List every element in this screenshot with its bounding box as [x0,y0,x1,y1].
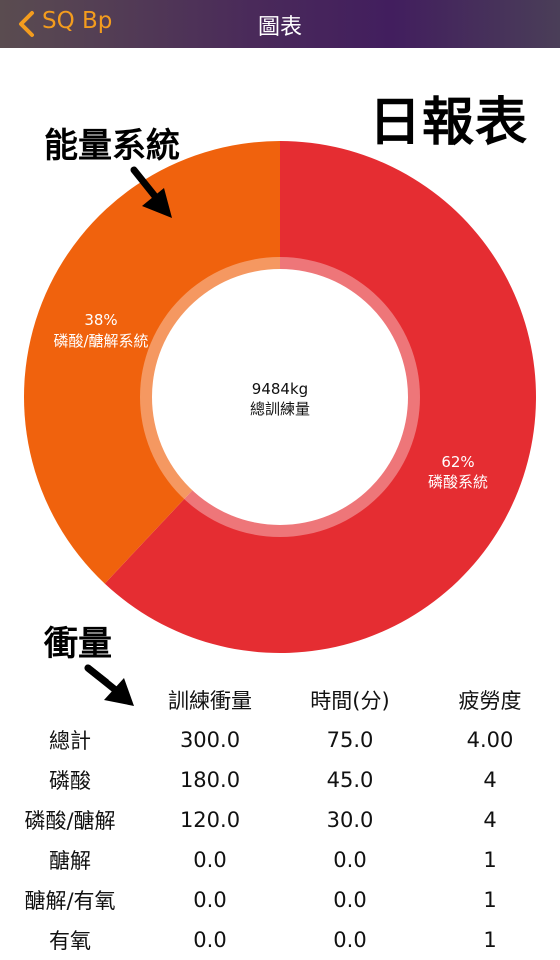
row-label: 醣解/有氧 [24,889,116,913]
row-fatigue: 4 [483,768,497,792]
row-volume: 0.0 [193,928,227,952]
donut-chart: 9484kg 總訓練量 62% 磷酸系統 38% 磷酸/醣解系統 [24,141,536,680]
segment-phosphate-glycolysis-percent: 38% [84,311,117,329]
navigation-bar: SQ Bp 圖表 [0,0,560,48]
segment-phosphate-glycolysis-name: 磷酸/醣解系統 [53,332,148,350]
row-label: 磷酸 [49,769,91,793]
row-time: 30.0 [326,808,374,832]
row-time: 0.0 [333,888,367,912]
donut-center-label: 總訓練量 [250,400,310,418]
table-header-row: 訓練衝量 時間(分) 疲勞度 [0,680,560,720]
row-fatigue: 1 [483,848,497,872]
row-time: 45.0 [326,768,374,792]
row-label: 總計 [49,729,91,753]
table-row: 醣解/有氧 0.0 0.0 1 [0,880,560,920]
table-header-volume: 訓練衝量 [168,689,252,713]
row-volume: 120.0 [179,808,241,832]
stats-table: 訓練衝量 時間(分) 疲勞度 總計 300.0 75.0 4.00 磷酸 180… [0,680,560,960]
row-volume: 300.0 [179,728,241,752]
back-chevron-icon[interactable] [14,10,40,38]
row-fatigue: 1 [483,888,497,912]
table-header-time: 時間(分) [310,689,390,713]
table-row: 醣解 0.0 0.0 1 [0,840,560,880]
energy-system-annotation: 能量系統 [44,126,180,166]
donut-center-value: 9484kg [252,380,308,398]
table-header-fatigue: 疲勞度 [458,689,522,713]
volume-annotation: 衝量 [44,624,112,664]
table-row: 總計 300.0 75.0 4.00 [0,720,560,760]
row-label: 醣解 [49,849,91,873]
segment-phosphate-name: 磷酸系統 [428,473,488,491]
segment-phosphate-percent: 62% [441,453,474,471]
row-time: 0.0 [333,848,367,872]
table-row: 磷酸/醣解 120.0 30.0 4 [0,800,560,840]
row-time: 0.0 [333,928,367,952]
table-header-empty [0,680,140,720]
report-title: 日報表 [368,93,528,153]
row-label: 有氧 [49,929,91,953]
table-row: 磷酸 180.0 45.0 4 [0,760,560,800]
row-fatigue: 4.00 [466,728,514,752]
back-button[interactable]: SQ Bp [42,8,113,34]
donut-hole [152,269,408,525]
row-volume: 0.0 [193,888,227,912]
row-time: 75.0 [326,728,374,752]
table-row: 有氧 0.0 0.0 1 [0,920,560,960]
arrow-energy-icon [130,166,172,218]
arrow-volume-icon [84,664,109,680]
row-volume: 0.0 [193,848,227,872]
row-fatigue: 1 [483,928,497,952]
nav-title: 圖表 [257,15,302,40]
row-volume: 180.0 [179,768,241,792]
row-fatigue: 4 [483,808,497,832]
row-label: 磷酸/醣解 [24,809,116,833]
donut-segment-1[interactable] [24,141,281,584]
